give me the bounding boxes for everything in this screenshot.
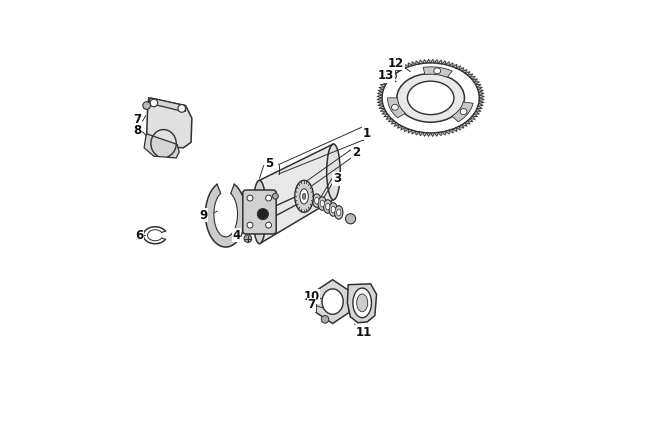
Text: 7: 7	[133, 113, 141, 126]
Ellipse shape	[389, 73, 396, 80]
Ellipse shape	[327, 144, 340, 200]
Polygon shape	[378, 60, 484, 136]
Text: 2: 2	[352, 146, 360, 159]
Ellipse shape	[321, 315, 329, 323]
Ellipse shape	[324, 200, 332, 213]
Text: 10: 10	[304, 290, 320, 303]
Ellipse shape	[326, 203, 330, 210]
Polygon shape	[147, 98, 192, 148]
Ellipse shape	[434, 68, 441, 74]
Ellipse shape	[353, 288, 372, 318]
Polygon shape	[423, 67, 452, 77]
Ellipse shape	[302, 193, 305, 199]
Ellipse shape	[178, 105, 185, 112]
Ellipse shape	[460, 109, 467, 114]
Text: 7: 7	[307, 298, 315, 312]
Ellipse shape	[391, 104, 398, 110]
Ellipse shape	[266, 195, 272, 201]
Text: 8: 8	[133, 124, 141, 137]
Ellipse shape	[357, 294, 368, 312]
Text: 4: 4	[232, 229, 240, 242]
Ellipse shape	[320, 200, 324, 207]
Polygon shape	[452, 102, 473, 122]
Ellipse shape	[247, 222, 253, 228]
Ellipse shape	[329, 203, 337, 216]
Polygon shape	[149, 98, 185, 112]
Polygon shape	[387, 98, 406, 118]
Ellipse shape	[257, 209, 268, 220]
Polygon shape	[144, 134, 179, 158]
Text: 1: 1	[362, 127, 370, 140]
Ellipse shape	[315, 197, 319, 204]
Ellipse shape	[313, 194, 321, 207]
Ellipse shape	[346, 214, 356, 224]
Text: 9: 9	[199, 209, 207, 222]
Text: 5: 5	[265, 157, 274, 170]
Text: 6: 6	[135, 229, 143, 242]
Ellipse shape	[408, 81, 454, 114]
Ellipse shape	[337, 209, 341, 216]
Text: 13: 13	[378, 70, 395, 82]
Text: 11: 11	[356, 326, 372, 339]
Polygon shape	[316, 280, 349, 324]
Polygon shape	[205, 184, 246, 247]
Ellipse shape	[300, 189, 308, 204]
Ellipse shape	[295, 180, 313, 212]
Ellipse shape	[247, 195, 253, 201]
Ellipse shape	[318, 197, 326, 210]
Text: 12: 12	[388, 57, 404, 70]
Ellipse shape	[244, 235, 252, 243]
Ellipse shape	[397, 73, 465, 122]
Ellipse shape	[266, 222, 272, 228]
Ellipse shape	[143, 102, 150, 109]
Ellipse shape	[150, 99, 158, 107]
FancyBboxPatch shape	[243, 190, 276, 234]
Ellipse shape	[331, 206, 335, 213]
Polygon shape	[347, 284, 376, 323]
Ellipse shape	[322, 289, 343, 314]
Polygon shape	[259, 144, 333, 244]
Text: 3: 3	[333, 172, 341, 185]
Ellipse shape	[253, 180, 266, 244]
Ellipse shape	[335, 206, 343, 219]
Ellipse shape	[272, 193, 278, 199]
